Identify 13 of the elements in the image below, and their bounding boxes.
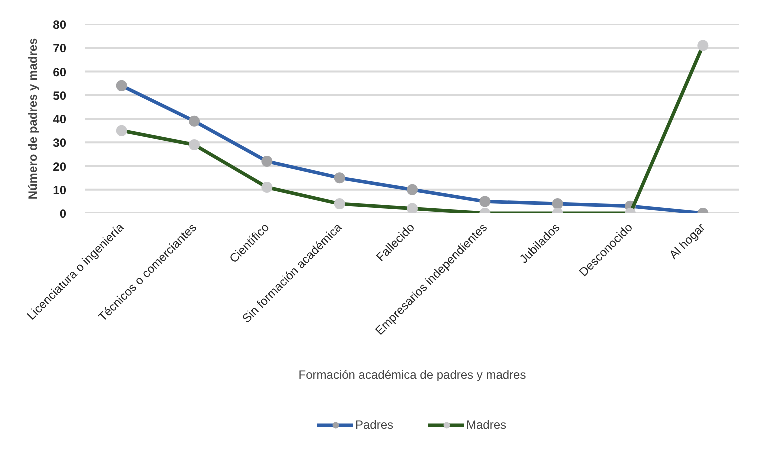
y-tick-label: 50 [53,88,67,103]
y-tick-label: 10 [53,183,67,198]
y-tick-label: 80 [53,18,67,32]
y-axis-title: Número de padres y madres [26,38,40,200]
y-tick-label: 60 [53,65,67,80]
y-tick-label: 30 [53,136,67,150]
y-tick-label: 40 [53,112,67,126]
y-tick-label: 0 [60,207,67,221]
legend-label: Madres [466,418,507,432]
y-tick-label: 70 [53,42,67,56]
legend-label: Padres [355,418,394,432]
x-axis-title: Formación académica de padres y madres [298,368,526,382]
y-tick-label: 20 [53,160,67,174]
